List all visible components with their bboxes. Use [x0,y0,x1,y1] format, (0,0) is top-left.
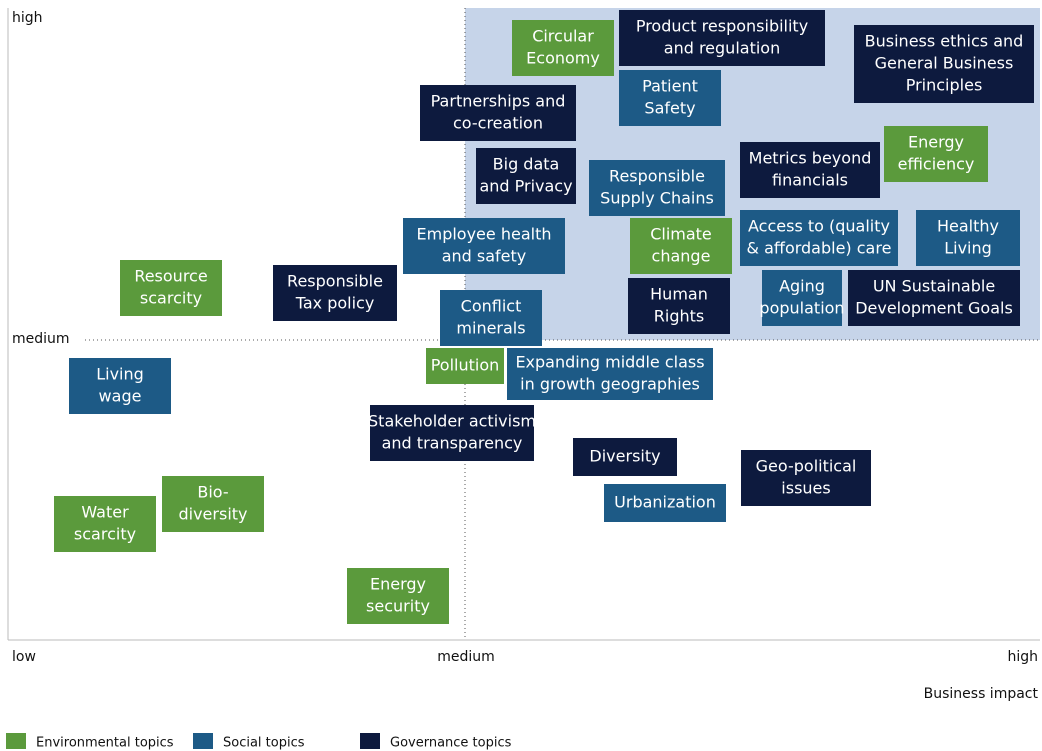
topic-label: financials [772,171,848,190]
topic-box [507,348,713,400]
topic-box [916,210,1020,266]
topic-label: Resource [134,267,207,286]
x-title: Business impact [924,686,1039,702]
topic-label: Living [944,239,992,258]
topic-box [420,85,576,141]
topic-label: wage [99,387,142,406]
topic-label: Energy [370,575,426,594]
topic-label: Supply Chains [600,189,714,208]
topic-label: Urbanization [614,493,716,512]
y-high: high [12,10,43,26]
topic-label: Energy [908,133,964,152]
topic-box [762,270,842,326]
topic-label: efficiency [898,155,975,174]
topic-label: and safety [442,247,527,266]
topic-box [370,405,534,461]
topic-box [741,450,871,506]
topic-box [573,438,677,476]
legend-label: Environmental topics [36,736,174,751]
legend-swatch [360,733,380,749]
topic-box [630,218,732,274]
topic-label: Diversity [589,447,660,466]
topic-label: Safety [644,99,695,118]
topic-label: issues [781,479,830,498]
x-medium: medium [437,649,495,665]
legend-label: Governance topics [390,736,512,751]
topic-label: Bio- [197,483,228,502]
topic-label: Human [650,285,708,304]
topic-box [619,10,825,66]
topic-label: Development Goals [855,299,1013,318]
topic-label: scarcity [74,525,136,544]
topic-label: Business ethics and [865,32,1024,51]
topic-box [740,210,898,266]
topic-label: & affordable) care [747,239,892,258]
topic-label: Patient [642,77,698,96]
topic-box [512,20,614,76]
topic-label: Big data [493,155,560,174]
y-medium: medium [12,331,70,347]
topic-label: and Privacy [479,177,572,196]
topic-label: Metrics beyond [749,149,872,168]
topic-label: minerals [456,319,525,338]
topic-label: co-creation [453,114,543,133]
topic-label: Geo-political [756,457,857,476]
topic-label: Circular [532,27,594,46]
topic-box [162,476,264,532]
y-low: low [12,649,36,665]
legend-swatch [6,733,26,749]
topic-label: Employee health [417,225,552,244]
topic-label: diversity [178,505,247,524]
topic-label: security [366,597,430,616]
topic-box [54,496,156,552]
topic-box [273,265,397,321]
topic-box [854,25,1034,103]
topic-label: Partnerships and [431,92,566,111]
topic-label: Tax policy [295,294,375,313]
topic-label: Healthy [937,217,999,236]
topic-label: Conflict [461,297,522,316]
topic-label: Product responsibility [636,17,808,36]
legend-swatch [193,733,213,749]
topic-label: General Business [875,54,1014,73]
topic-label: Living [96,365,144,384]
topic-label: scarcity [140,289,202,308]
topic-label: Aging [779,277,825,296]
topic-box [347,568,449,624]
topic-label: Pollution [431,356,500,375]
topic-box [740,142,880,198]
topic-box [619,70,721,126]
topic-box [628,278,730,334]
topic-label: Climate [650,225,712,244]
topic-label: Principles [906,76,983,95]
topic-label: Access to (quality [748,217,890,236]
topic-label: Expanding middle class [515,353,704,372]
topic-label: and transparency [382,434,523,453]
topic-box [589,160,725,216]
topic-box [440,290,542,346]
topic-label: Economy [526,49,600,68]
topic-label: Responsible [287,272,383,291]
topic-box [848,270,1020,326]
topic-box [476,148,576,204]
topic-label: UN Sustainable [873,277,995,296]
topic-label: Rights [654,307,704,326]
topic-label: population [759,299,844,318]
topic-label: in growth geographies [520,375,700,394]
topic-box [604,484,726,522]
legend-label: Social topics [223,736,305,751]
topic-box [69,358,171,414]
x-high: high [1007,649,1038,665]
topic-box [403,218,565,274]
topic-box [884,126,988,182]
topic-label: change [652,247,711,266]
topic-label: Water [81,503,129,522]
topic-box [120,260,222,316]
topic-label: Responsible [609,167,705,186]
topic-label: Stakeholder activism [368,412,536,431]
topic-label: and regulation [664,39,780,58]
topic-box [426,348,504,384]
